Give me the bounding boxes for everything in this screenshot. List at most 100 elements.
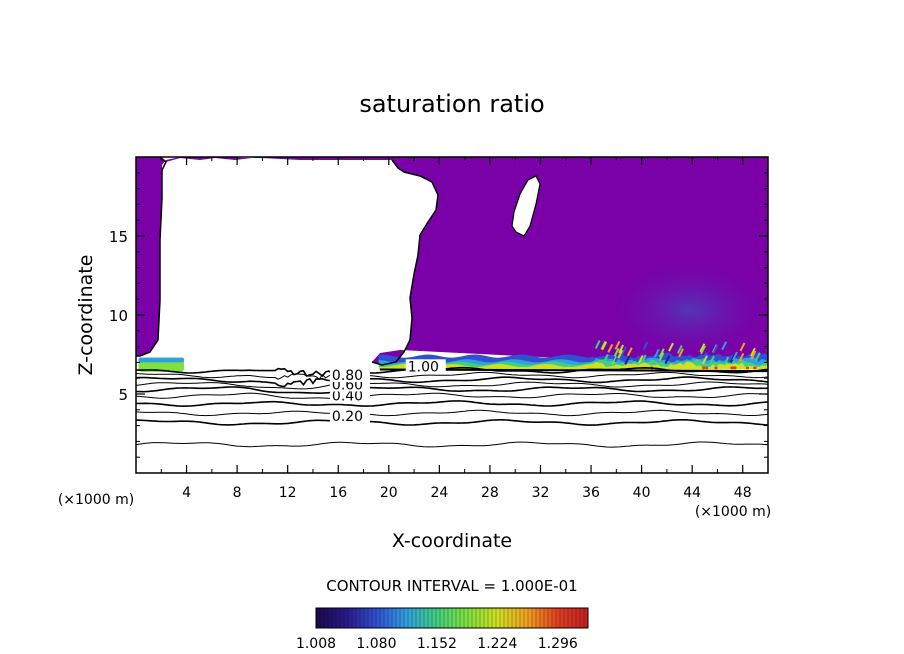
chart-title: saturation ratio: [359, 90, 544, 118]
colorbar: [315, 607, 589, 629]
colorbar-labels: 1.008 1.080 1.152 1.224 1.296: [296, 636, 578, 652]
band-streak: [723, 356, 730, 366]
band-streak: [700, 345, 706, 355]
band-streak: [624, 355, 631, 365]
band-streak: [613, 347, 620, 357]
x-tick-label: 16: [329, 485, 347, 501]
unsaturated-hole: [511, 175, 541, 237]
y-tick-label: 5: [118, 386, 128, 404]
supersaturation-band: [138, 340, 768, 373]
band-streak: [699, 343, 706, 353]
colorbar-tick-label: 1.080: [356, 636, 396, 652]
band-streak: [658, 352, 665, 362]
contour-line: [136, 419, 768, 426]
band-streak: [601, 341, 608, 351]
band-streak: [668, 342, 674, 352]
contour-lines: [136, 366, 768, 448]
band-streak: [618, 344, 624, 354]
band-speck: [732, 366, 736, 370]
x-axis-label: X-coordinate: [392, 530, 512, 552]
band-streak: [676, 345, 683, 354]
contour-interval-text: CONTOUR INTERVAL = 1.000E-01: [326, 577, 577, 595]
band-speck: [702, 366, 706, 370]
contour-line: [136, 392, 768, 399]
band-speck: [753, 366, 757, 370]
contour-line: [136, 409, 768, 417]
band-streak: [749, 347, 756, 357]
band-streak: [701, 355, 708, 365]
contour-line: [136, 376, 768, 388]
contour-label-bg: [329, 388, 370, 403]
contour-label-bg: [329, 409, 370, 424]
band-speck: [745, 366, 750, 370]
contour-line: [136, 371, 768, 380]
x-tick-label: 36: [582, 485, 600, 501]
contour-label: 0.40: [332, 389, 363, 405]
y-tick-label: 15: [109, 228, 128, 246]
band-streak: [653, 348, 660, 358]
band-streak: [594, 340, 601, 349]
band-streak: [658, 348, 665, 358]
band-streak: [721, 341, 728, 351]
contour-label: 0.20: [332, 409, 363, 425]
band-layer: [378, 361, 768, 370]
band-speck: [730, 366, 734, 370]
x-tick-label: 40: [633, 485, 651, 501]
contour-line: [136, 386, 768, 395]
band-streak: [621, 346, 627, 356]
contour-line: [136, 400, 768, 408]
band-streak: [732, 351, 738, 361]
colorbar-tick-label: 1.224: [477, 636, 517, 652]
band-streak: [664, 355, 671, 365]
band-streak: [738, 352, 745, 362]
band-streak: [611, 356, 618, 366]
plot-area: [136, 157, 768, 448]
band-streak: [617, 349, 624, 359]
x-tick-label: 32: [532, 485, 550, 501]
x-tick-label: 48: [734, 485, 752, 501]
band-streak: [678, 348, 685, 358]
contour-line: [136, 381, 768, 390]
contour-line: [136, 366, 768, 378]
x-axis-ticks: 4 8 12 16 20 24 28 32 36 40 44 48: [160, 157, 752, 501]
band-streak: [709, 355, 715, 365]
x-tick-label: 12: [279, 485, 297, 501]
band-streak: [755, 352, 761, 362]
band-speck: [705, 366, 709, 370]
band-streak: [614, 340, 621, 350]
region-boundary: [136, 157, 439, 366]
x-tick-label: 8: [233, 485, 242, 501]
colorbar-tick-label: 1.152: [417, 636, 457, 652]
contour-labels: 0.200.400.600.801.00: [329, 359, 446, 425]
band-streak: [739, 342, 746, 352]
colorbar-tick-label: 1.296: [538, 636, 578, 652]
contour-label: 1.00: [408, 359, 439, 375]
band-streak: [750, 350, 757, 360]
contour-line: [136, 441, 768, 448]
band-streak: [602, 354, 609, 363]
band-streak: [712, 344, 719, 354]
band-streak: [637, 354, 644, 364]
colorbar-tick-label: 1.008: [296, 636, 336, 652]
band-streak: [626, 347, 633, 357]
contour-label-bg: [405, 359, 446, 374]
band-speck: [714, 366, 718, 370]
band-segment-left-top: [138, 357, 185, 363]
band-streak: [614, 353, 621, 363]
y-axis-label: Z-coordinate: [75, 255, 97, 376]
x-unit-left: (×1000 m): [58, 492, 134, 508]
band-streak: [640, 354, 647, 364]
x-tick-label: 28: [481, 485, 499, 501]
x-tick-label: 44: [683, 485, 701, 501]
y-axis-ticks: 5 10 15: [109, 172, 768, 458]
x-tick-label: 24: [430, 485, 448, 501]
dark-patch: [600, 255, 768, 365]
colorbar-stripes: [319, 608, 585, 628]
band-streak: [642, 341, 649, 351]
x-unit-right: (×1000 m): [695, 504, 771, 520]
band-streak: [607, 343, 614, 353]
contour-label-bg: [329, 367, 370, 382]
x-tick-label: 4: [182, 485, 191, 501]
x-tick-label: 20: [380, 485, 398, 501]
